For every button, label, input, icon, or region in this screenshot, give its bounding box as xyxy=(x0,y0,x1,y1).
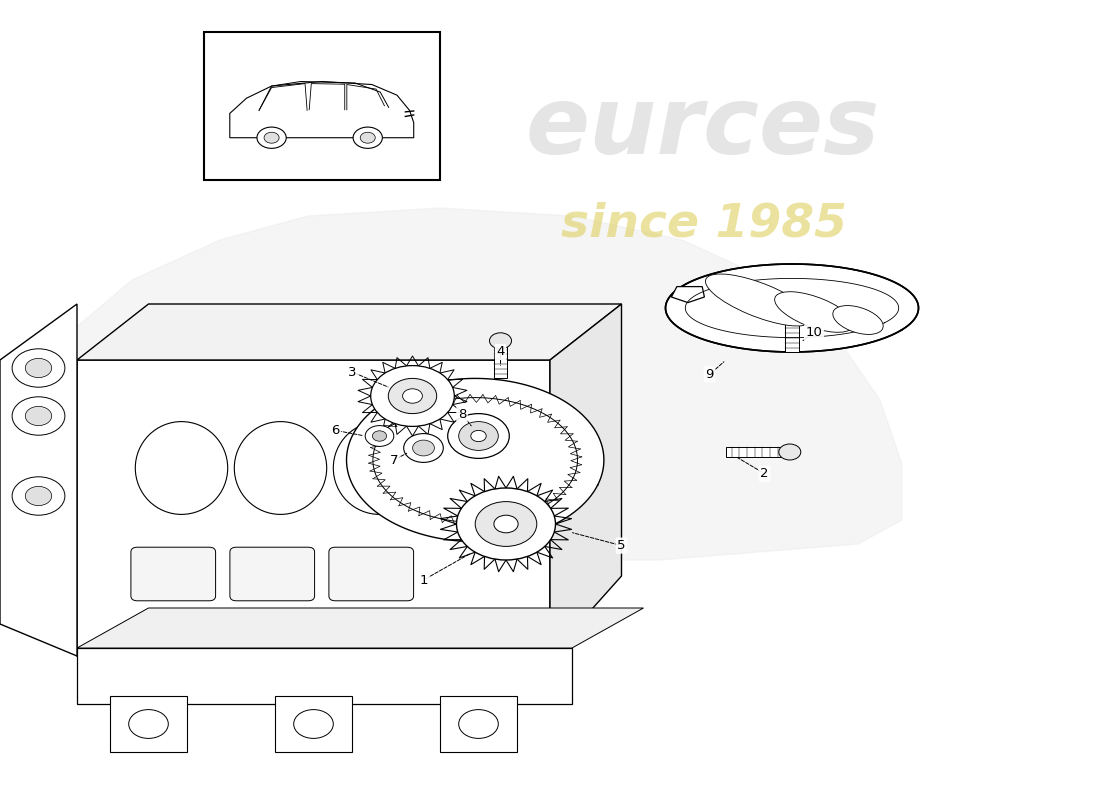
Circle shape xyxy=(494,515,518,533)
Circle shape xyxy=(353,127,383,148)
Polygon shape xyxy=(666,264,918,352)
Circle shape xyxy=(388,378,437,414)
Circle shape xyxy=(12,349,65,387)
Text: 9: 9 xyxy=(705,368,714,381)
Polygon shape xyxy=(0,304,77,656)
Ellipse shape xyxy=(333,422,426,514)
Text: 10: 10 xyxy=(805,326,823,338)
Circle shape xyxy=(360,132,375,143)
Text: 3: 3 xyxy=(348,366,356,378)
Text: 7: 7 xyxy=(389,454,398,466)
Polygon shape xyxy=(110,696,187,752)
Polygon shape xyxy=(0,208,902,560)
Circle shape xyxy=(12,397,65,435)
Circle shape xyxy=(475,502,537,546)
Circle shape xyxy=(403,389,422,403)
Text: 2: 2 xyxy=(760,467,769,480)
Bar xyxy=(494,347,507,378)
FancyBboxPatch shape xyxy=(329,547,414,601)
Circle shape xyxy=(25,358,52,378)
Bar xyxy=(785,320,799,352)
Circle shape xyxy=(781,306,803,322)
Text: 6: 6 xyxy=(331,424,340,437)
Polygon shape xyxy=(230,82,414,138)
Circle shape xyxy=(404,434,443,462)
Polygon shape xyxy=(77,648,572,704)
Text: 8: 8 xyxy=(458,408,466,421)
Ellipse shape xyxy=(234,422,327,514)
FancyBboxPatch shape xyxy=(230,547,315,601)
Circle shape xyxy=(365,426,394,446)
Text: 4: 4 xyxy=(496,346,505,358)
Circle shape xyxy=(459,422,498,450)
Text: since 1985: since 1985 xyxy=(561,202,847,246)
Polygon shape xyxy=(671,286,704,302)
Circle shape xyxy=(25,406,52,426)
Circle shape xyxy=(294,710,333,738)
Polygon shape xyxy=(373,398,578,522)
Circle shape xyxy=(412,440,434,456)
Bar xyxy=(726,447,781,457)
Circle shape xyxy=(371,366,454,426)
Polygon shape xyxy=(440,696,517,752)
Circle shape xyxy=(25,486,52,506)
Ellipse shape xyxy=(833,306,883,334)
Polygon shape xyxy=(550,304,622,656)
Circle shape xyxy=(257,127,286,148)
Ellipse shape xyxy=(774,292,854,332)
Polygon shape xyxy=(275,696,352,752)
Polygon shape xyxy=(77,304,621,360)
Text: 5: 5 xyxy=(617,539,626,552)
Circle shape xyxy=(456,488,556,560)
Ellipse shape xyxy=(135,422,228,514)
Circle shape xyxy=(448,414,509,458)
Circle shape xyxy=(459,710,498,738)
Circle shape xyxy=(12,477,65,515)
Polygon shape xyxy=(77,360,550,656)
Text: a p° parts: a p° parts xyxy=(395,463,595,497)
Ellipse shape xyxy=(705,274,813,326)
Circle shape xyxy=(129,710,168,738)
Bar xyxy=(204,32,440,180)
Circle shape xyxy=(264,132,279,143)
Circle shape xyxy=(490,333,512,349)
Text: eurces: eurces xyxy=(526,82,880,174)
Text: 1: 1 xyxy=(419,574,428,586)
Polygon shape xyxy=(77,608,643,648)
FancyBboxPatch shape xyxy=(131,547,216,601)
Circle shape xyxy=(372,430,386,442)
Polygon shape xyxy=(346,378,604,542)
Circle shape xyxy=(471,430,486,442)
Circle shape xyxy=(779,444,801,460)
